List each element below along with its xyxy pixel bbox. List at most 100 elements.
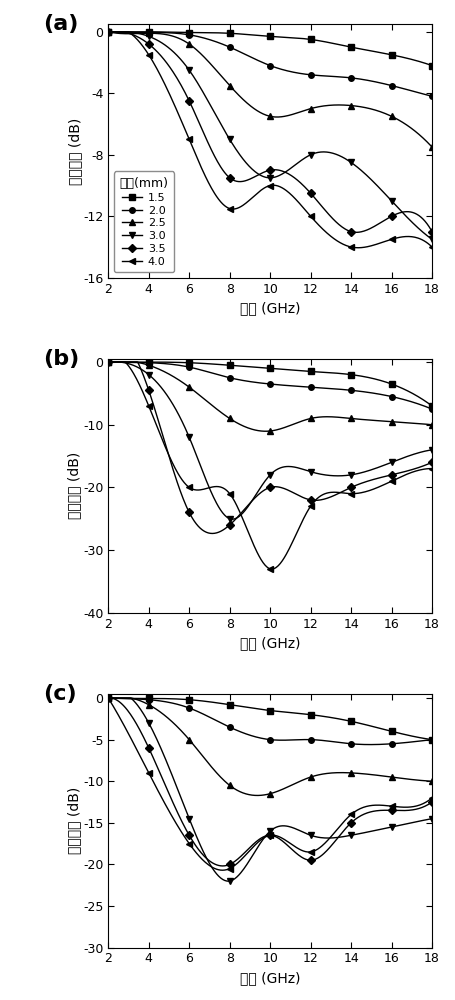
Line: 3.5: 3.5 — [106, 29, 435, 234]
2.0 — [308, 381, 313, 393]
4.0 — [227, 488, 233, 500]
3.5 — [146, 384, 152, 396]
X-axis label: 频率 (GHz): 频率 (GHz) — [240, 636, 300, 650]
3.0 — [106, 26, 111, 38]
1.5 — [187, 27, 192, 39]
3.0 — [389, 456, 394, 468]
2.5 — [430, 141, 435, 153]
1.5 — [146, 356, 152, 368]
4.0 — [146, 767, 152, 779]
3.0 — [146, 369, 152, 381]
2.5 — [308, 771, 313, 783]
1.5 — [349, 715, 354, 727]
1.5 — [389, 725, 394, 737]
3.5 — [389, 804, 394, 816]
3.0 — [227, 875, 233, 887]
1.5 — [308, 709, 313, 721]
Y-axis label: 反射损失 (dB): 反射损失 (dB) — [68, 452, 81, 519]
4.0 — [349, 241, 354, 253]
1.5 — [389, 378, 394, 390]
3.0 — [430, 813, 435, 825]
Line: 4.0: 4.0 — [106, 695, 435, 871]
Y-axis label: 反射损失 (dB): 反射损失 (dB) — [68, 117, 82, 185]
1.5 — [268, 362, 273, 374]
4.0 — [430, 463, 435, 475]
1.5 — [430, 734, 435, 746]
2.0 — [430, 403, 435, 415]
4.0 — [187, 481, 192, 493]
2.5 — [430, 419, 435, 431]
Text: (a): (a) — [44, 14, 79, 34]
2.0 — [268, 60, 273, 72]
1.5 — [146, 26, 152, 38]
4.0 — [389, 800, 394, 812]
2.5 — [308, 103, 313, 115]
3.5 — [430, 456, 435, 468]
4.0 — [106, 26, 111, 38]
4.0 — [187, 838, 192, 850]
4.0 — [308, 846, 313, 858]
3.5 — [227, 519, 233, 531]
3.0 — [146, 30, 152, 42]
2.0 — [268, 734, 273, 746]
Line: 2.5: 2.5 — [106, 29, 435, 150]
2.5 — [227, 412, 233, 424]
4.0 — [146, 49, 152, 61]
3.5 — [227, 858, 233, 870]
2.0 — [187, 29, 192, 41]
2.5 — [389, 110, 394, 122]
2.0 — [349, 384, 354, 396]
1.5 — [308, 33, 313, 45]
1.5 — [430, 400, 435, 412]
Line: 2.0: 2.0 — [106, 29, 435, 99]
1.5 — [227, 699, 233, 711]
1.5 — [106, 26, 111, 38]
2.0 — [146, 357, 152, 369]
4.0 — [430, 792, 435, 804]
1.5 — [268, 30, 273, 42]
2.0 — [227, 721, 233, 733]
2.5 — [106, 692, 111, 704]
4.0 — [106, 692, 111, 704]
Legend: 1.5, 2.0, 2.5, 3.0, 3.5, 4.0: 1.5, 2.0, 2.5, 3.0, 3.5, 4.0 — [114, 171, 174, 272]
2.5 — [308, 412, 313, 424]
3.5 — [187, 829, 192, 841]
3.0 — [308, 829, 313, 841]
Text: (c): (c) — [44, 684, 77, 704]
Line: 2.5: 2.5 — [106, 359, 435, 434]
2.0 — [389, 738, 394, 750]
Line: 4.0: 4.0 — [106, 359, 435, 572]
1.5 — [106, 356, 111, 368]
2.5 — [106, 356, 111, 368]
2.0 — [187, 361, 192, 373]
3.5 — [389, 210, 394, 222]
3.0 — [389, 821, 394, 833]
2.0 — [106, 26, 111, 38]
3.5 — [187, 506, 192, 518]
3.0 — [146, 717, 152, 729]
Line: 1.5: 1.5 — [106, 29, 435, 68]
3.5 — [389, 469, 394, 481]
3.5 — [430, 796, 435, 808]
3.0 — [430, 444, 435, 456]
4.0 — [146, 400, 152, 412]
3.0 — [227, 513, 233, 525]
2.0 — [308, 734, 313, 746]
Line: 3.5: 3.5 — [106, 359, 435, 528]
3.0 — [389, 195, 394, 207]
3.5 — [268, 829, 273, 841]
2.5 — [349, 767, 354, 779]
2.5 — [146, 359, 152, 371]
3.5 — [308, 187, 313, 199]
4.0 — [268, 563, 273, 575]
2.5 — [187, 734, 192, 746]
1.5 — [187, 357, 192, 369]
2.5 — [146, 699, 152, 711]
2.0 — [389, 391, 394, 403]
4.0 — [106, 356, 111, 368]
1.5 — [146, 692, 152, 704]
1.5 — [430, 60, 435, 72]
1.5 — [349, 369, 354, 381]
4.0 — [430, 241, 435, 253]
3.5 — [227, 172, 233, 184]
